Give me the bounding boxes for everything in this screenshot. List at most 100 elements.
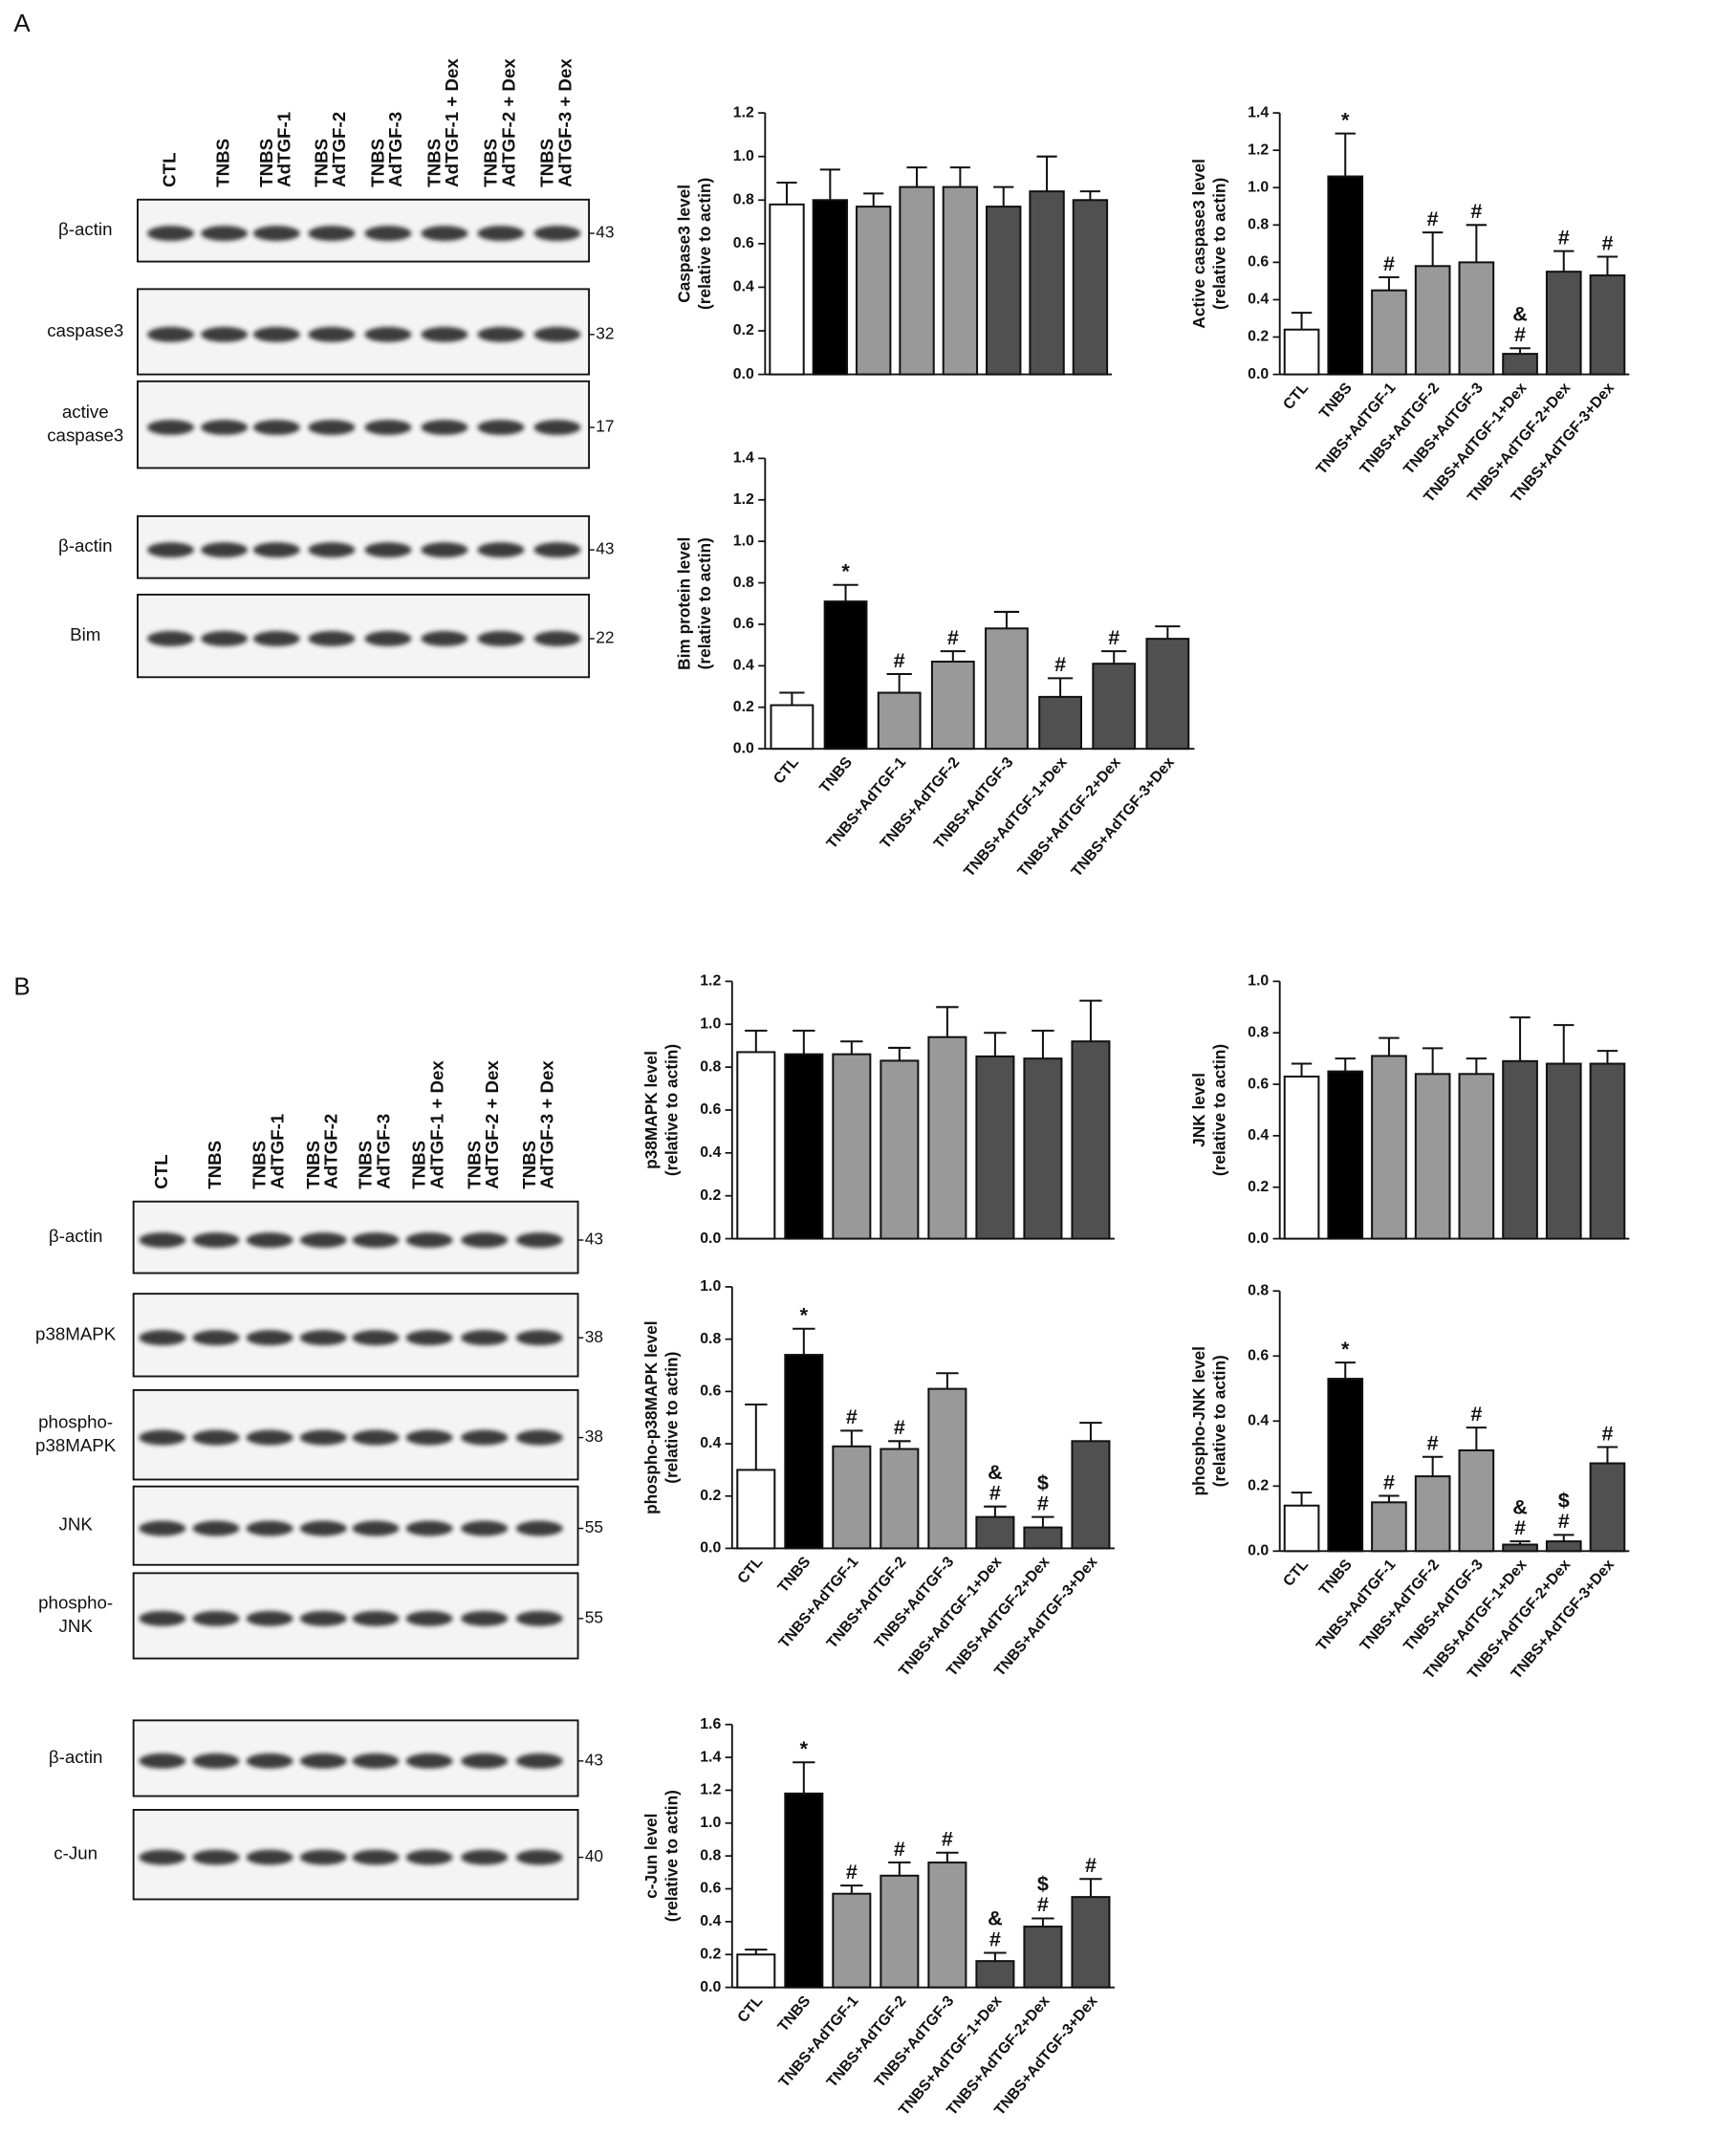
lane-label: TNBS xyxy=(368,139,388,187)
band-name: β-actin xyxy=(58,219,112,239)
bar xyxy=(1589,1462,1626,1553)
x-tick-label: TNBS+AdTGF-3 xyxy=(1401,1557,1487,1654)
y-tick-label: 1.2 xyxy=(1248,142,1269,158)
significance-mark: $ xyxy=(1037,1470,1049,1494)
band-name: JNK xyxy=(58,1514,93,1535)
significance-mark: * xyxy=(1341,107,1350,131)
bar xyxy=(880,1874,920,1989)
x-tick-label: TNBS+AdTGF-3+Dex xyxy=(1069,754,1178,881)
blot-band xyxy=(252,631,300,646)
blot-band xyxy=(246,1429,293,1446)
band-name: β-actin xyxy=(49,1226,102,1246)
bar xyxy=(899,185,935,376)
significance-mark: & xyxy=(1512,301,1528,325)
bar xyxy=(1071,1896,1111,1989)
blot-band xyxy=(147,326,194,342)
blot-band xyxy=(421,326,468,342)
bar xyxy=(784,1792,824,1989)
significance-mark: # xyxy=(1427,1430,1439,1454)
blot-band xyxy=(299,1610,347,1626)
lane-label: AdTGF-1 xyxy=(267,1114,287,1189)
x-tick-label: TNBS xyxy=(775,1993,815,2035)
lane-label: AdTGF-2 xyxy=(329,112,349,187)
bar xyxy=(930,661,975,751)
blot-band xyxy=(139,1232,186,1248)
blot-band xyxy=(139,1753,186,1769)
bar xyxy=(1502,1543,1538,1553)
blot-band xyxy=(352,1610,400,1626)
y-tick-label: 0.2 xyxy=(733,699,754,715)
mw-label: 40 xyxy=(585,1846,603,1865)
x-tick-label: CTL xyxy=(735,1554,767,1587)
blot-band xyxy=(364,326,412,342)
y-tick-label: 0.4 xyxy=(1248,292,1269,308)
significance-mark: & xyxy=(1512,1494,1528,1518)
x-tick-label: TNBS+AdTGF-1 xyxy=(1314,1557,1400,1654)
y-tick-label: 0.2 xyxy=(700,1187,721,1204)
x-tick-label: TNBS+AdTGF-3 xyxy=(1401,380,1487,477)
blot-band xyxy=(147,420,194,435)
bar xyxy=(832,1445,872,1550)
blot-band xyxy=(461,1610,509,1626)
bar xyxy=(1327,1378,1364,1553)
x-tick-label: TNBS xyxy=(816,754,856,796)
blot-band xyxy=(405,1330,453,1346)
blot-band xyxy=(299,1753,347,1769)
bar xyxy=(1327,175,1364,376)
lane-label: TNBS xyxy=(213,139,233,187)
y-tick-label: 0.4 xyxy=(700,1435,721,1451)
blot-band xyxy=(405,1753,453,1769)
lane-label: TNBS xyxy=(424,139,445,187)
blot-band xyxy=(405,1520,453,1536)
blot-band xyxy=(364,420,412,435)
blot-band xyxy=(139,1330,186,1346)
bar xyxy=(1283,1075,1320,1240)
y-axis-label: (relative to actin) xyxy=(695,537,714,669)
blot-band xyxy=(533,226,581,241)
lane-label: CTL xyxy=(159,152,179,186)
y-tick-label: 0.0 xyxy=(733,740,754,756)
bar xyxy=(942,185,979,376)
significance-mark: # xyxy=(1470,1402,1482,1426)
y-tick-label: 1.0 xyxy=(700,1015,721,1032)
lane-label: TNBS xyxy=(205,1141,225,1189)
bar xyxy=(1023,1057,1063,1240)
y-axis-label: (relative to actin) xyxy=(662,1044,681,1176)
significance-mark: # xyxy=(1037,1892,1049,1916)
y-tick-label: 0.6 xyxy=(700,1101,721,1118)
x-tick-label: TNBS+AdTGF-2 xyxy=(1358,1557,1444,1654)
significance-mark: # xyxy=(1470,199,1482,223)
blot-band xyxy=(515,1610,563,1626)
significance-mark: # xyxy=(894,648,905,672)
bar xyxy=(1371,289,1407,376)
bar xyxy=(1458,1448,1495,1553)
bar xyxy=(975,1055,1015,1240)
lane-label: TNBS xyxy=(409,1141,429,1189)
bar xyxy=(1283,328,1320,376)
y-tick-label: 0.0 xyxy=(700,1230,721,1247)
blot-band xyxy=(515,1849,563,1865)
blot-band xyxy=(352,1429,400,1446)
y-tick-label: 0.6 xyxy=(700,1383,721,1400)
x-tick-label: CTL xyxy=(771,754,802,788)
band-name: phospho- xyxy=(38,1411,113,1431)
blot-band xyxy=(201,226,249,241)
blot-band xyxy=(364,631,412,646)
x-tick-label: CTL xyxy=(735,1993,767,2026)
y-tick-label: 0.0 xyxy=(1248,1543,1269,1559)
lane-label: CTL xyxy=(151,1154,171,1188)
y-tick-label: 0.8 xyxy=(733,575,754,591)
mw-label: 43 xyxy=(596,539,614,558)
mw-label: 43 xyxy=(585,1230,603,1249)
blot-band xyxy=(192,1232,240,1248)
blot-band xyxy=(192,1849,240,1865)
y-tick-label: 0.6 xyxy=(733,235,754,251)
blot-band xyxy=(308,420,356,435)
blot-band xyxy=(533,631,581,646)
bar xyxy=(1038,695,1083,751)
blot-band xyxy=(252,420,300,435)
significance-mark: # xyxy=(846,1405,858,1428)
blot-band xyxy=(201,326,249,342)
significance-mark: # xyxy=(1514,322,1526,346)
